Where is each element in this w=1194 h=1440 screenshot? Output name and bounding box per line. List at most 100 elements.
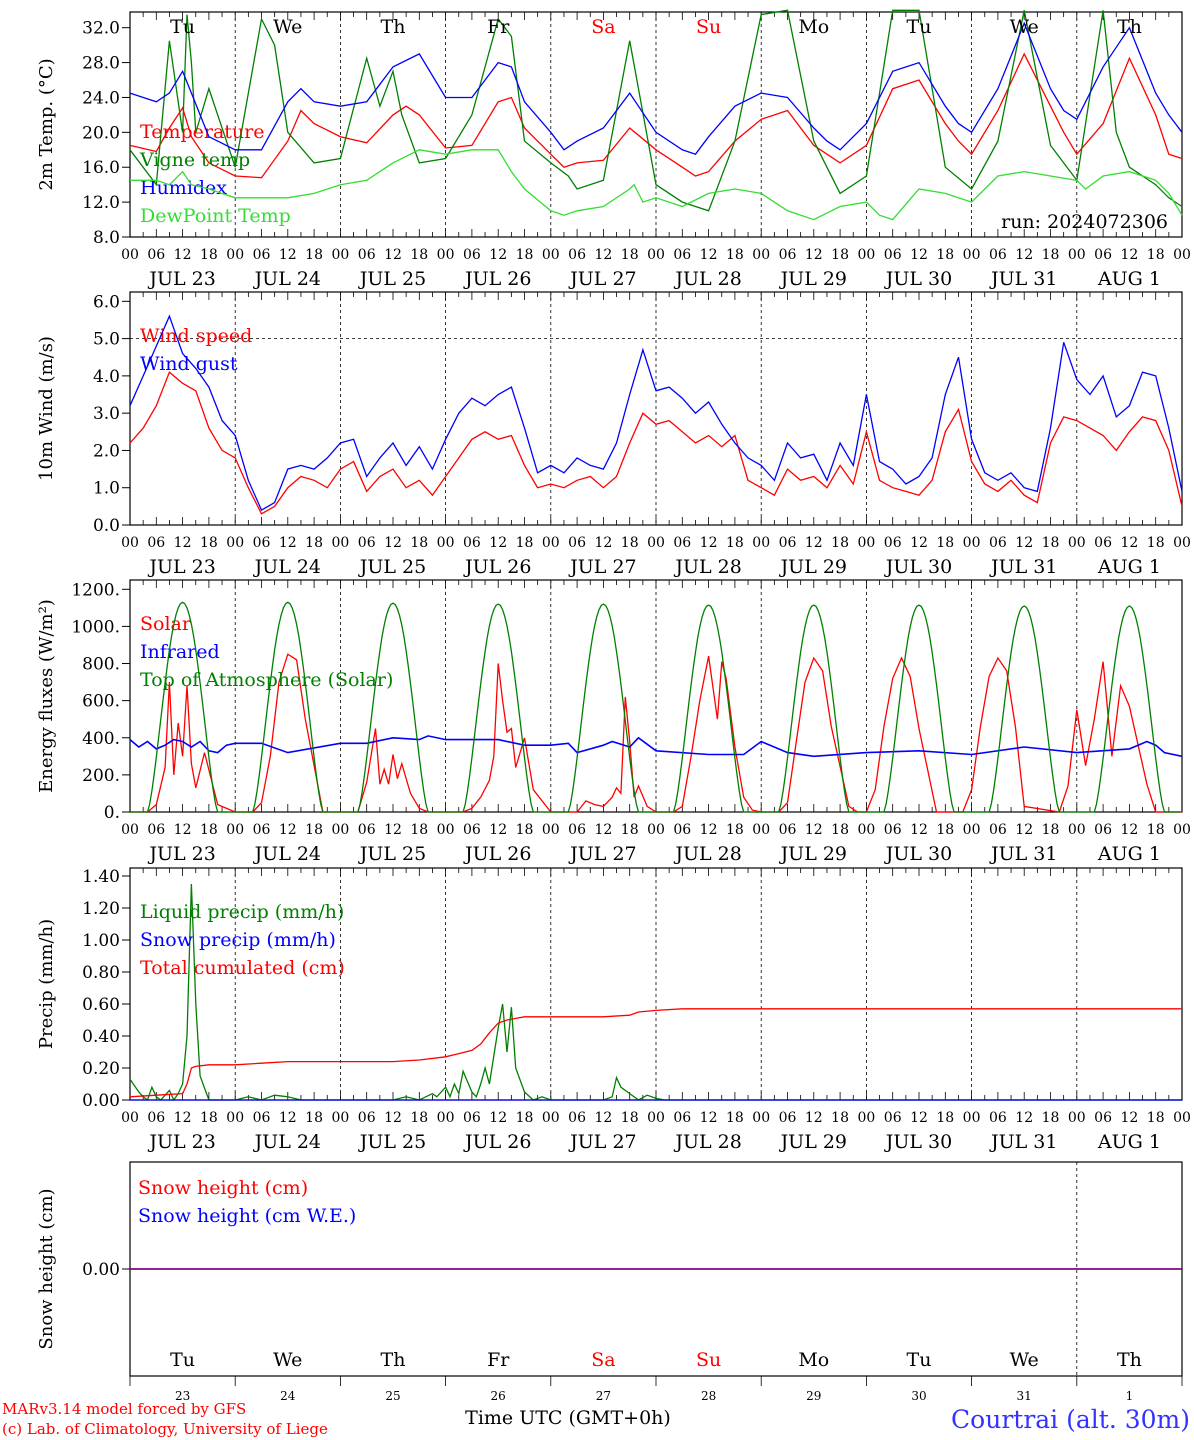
x-hour-label: 00 [752, 247, 770, 263]
y-tick-label: 800. [82, 655, 120, 675]
day-number-label: 31 [1017, 1389, 1032, 1403]
series-line-green [129, 883, 1182, 1102]
day-number-label: 28 [701, 1389, 716, 1403]
x-hour-label: 18 [410, 1110, 428, 1126]
series-line-blue [129, 735, 1183, 758]
x-hour-label: 18 [200, 1110, 218, 1126]
x-hour-label: 00 [752, 822, 770, 838]
legend-entry: Wind gust [140, 353, 238, 375]
y-tick-label: 1000. [71, 617, 120, 637]
x-hour-label: 06 [463, 1110, 481, 1126]
x-date-label: JUL 26 [463, 268, 531, 290]
x-hour-label: 12 [279, 1110, 297, 1126]
x-date-label: JUL 27 [568, 1131, 636, 1153]
x-hour-label: 00 [1173, 822, 1191, 838]
x-date-label: JUL 30 [884, 843, 952, 865]
x-date-label: JUL 23 [147, 1131, 215, 1153]
x-date-label: JUL 30 [884, 268, 952, 290]
x-hour-label: 18 [831, 247, 849, 263]
x-hour-label: 06 [463, 822, 481, 838]
x-hour-label: 06 [779, 247, 797, 263]
day-of-week-label: Th [381, 1349, 406, 1371]
x-hour-label: 18 [831, 535, 849, 551]
panel-2: 0.0 1.0 2.0 3.0 4.0 5.0 6.0 00 06 12 18 00 06 12 18 00 0… [36, 291, 1191, 578]
x-hour-label: 00 [752, 535, 770, 551]
x-hour-label: 12 [594, 822, 612, 838]
x-hour-label: 06 [463, 247, 481, 263]
x-hour-label: 00 [437, 247, 455, 263]
x-hour-label: 06 [568, 822, 586, 838]
x-hour-label: 06 [673, 1110, 691, 1126]
x-hour-label: 00 [752, 1110, 770, 1126]
y-tick-label: 200. [82, 766, 120, 786]
x-hour-label: 18 [1042, 822, 1060, 838]
x-date-label: JUL 26 [463, 1131, 531, 1153]
x-hour-label: 18 [1147, 535, 1165, 551]
x-hour-label: 06 [779, 535, 797, 551]
day-of-week-label: Sa [591, 1349, 615, 1371]
y-tick-label: 12.0 [82, 193, 120, 213]
top-day-of-week-label: Tu [907, 16, 932, 38]
x-hour-label: 12 [910, 822, 928, 838]
x-hour-label: 12 [489, 247, 507, 263]
x-hour-label: 18 [621, 247, 639, 263]
x-hour-label: 18 [200, 822, 218, 838]
x-hour-label: 18 [1147, 247, 1165, 263]
x-hour-label: 00 [647, 822, 665, 838]
y-tick-label: 0.60 [82, 995, 120, 1015]
x-hour-label: 12 [1120, 535, 1138, 551]
x-hour-label: 00 [1068, 822, 1086, 838]
x-hour-label: 06 [147, 247, 165, 263]
x-hour-label: 06 [884, 822, 902, 838]
panel-1: 8.0 12.0 16.0 20.0 24.0 28.0 32.0 00 06 12 18 00 06 1… [36, 9, 1191, 290]
x-hour-label: 06 [568, 1110, 586, 1126]
x-hour-label: 06 [673, 247, 691, 263]
x-hour-label: 00 [437, 1110, 455, 1126]
panel-4: 0.00 0.20 0.40 0.60 0.80 1.00 1.20 1.40 00 06 12 18… [36, 867, 1191, 1153]
x-date-label: JUL 27 [568, 556, 636, 578]
x-hour-label: 18 [1042, 247, 1060, 263]
x-hour-label: 06 [147, 1110, 165, 1126]
x-hour-label: 12 [174, 822, 192, 838]
x-date-label: JUL 24 [253, 1131, 321, 1153]
y-tick-label: 4.0 [93, 367, 120, 387]
x-hour-label: 00 [226, 247, 244, 263]
day-of-week-label: Th [1117, 1349, 1142, 1371]
x-hour-label: 00 [331, 1110, 349, 1126]
legend-entry: Snow height (cm) [138, 1177, 308, 1199]
x-hour-label: 12 [594, 535, 612, 551]
panel-3: 0. 200. 400. 600. 800. 1000. 1200. 00 06 12 18 00 06… [36, 579, 1191, 865]
day-of-week-label: We [1010, 1349, 1039, 1371]
x-hour-label: 12 [384, 822, 402, 838]
top-day-of-week-label: Mo [798, 16, 829, 38]
y-tick-label: 5.0 [93, 330, 120, 350]
x-hour-label: 12 [279, 535, 297, 551]
x-hour-label: 00 [331, 822, 349, 838]
x-date-label: JUL 31 [989, 1131, 1057, 1153]
x-hour-label: 12 [489, 822, 507, 838]
top-day-of-week-label: We [1010, 16, 1039, 38]
x-hour-label: 00 [542, 1110, 560, 1126]
panel-5: 0.00 Snow height (cm) Snow height (cm) Snow… [36, 1161, 1183, 1403]
y-tick-label: 0. [104, 803, 120, 823]
legend-entry: Infrared [140, 641, 220, 663]
x-hour-label: 12 [910, 247, 928, 263]
day-number-label: 26 [491, 1389, 506, 1403]
x-hour-label: 00 [857, 247, 875, 263]
x-hour-label: 18 [516, 822, 534, 838]
x-date-label: JUL 28 [673, 843, 741, 865]
x-date-label: JUL 23 [147, 268, 215, 290]
x-hour-label: 00 [857, 1110, 875, 1126]
x-hour-label: 12 [910, 1110, 928, 1126]
legend-entry: Temperature [140, 121, 264, 143]
x-hour-label: 12 [700, 1110, 718, 1126]
x-hour-label: 12 [1120, 1110, 1138, 1126]
y-tick-label: 1200. [71, 580, 120, 600]
x-hour-label: 06 [568, 247, 586, 263]
x-date-label: JUL 27 [568, 268, 636, 290]
top-day-of-week-label: Fr [487, 16, 510, 38]
x-hour-label: 18 [831, 1110, 849, 1126]
y-tick-label: 24.0 [82, 88, 120, 108]
x-hour-label: 00 [121, 535, 139, 551]
plot-frame [129, 11, 1183, 238]
